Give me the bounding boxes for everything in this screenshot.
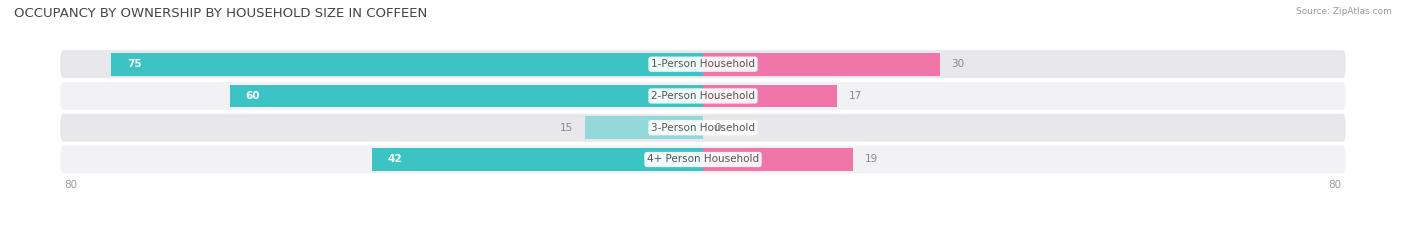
Legend: Owner-occupied, Renter-occupied: Owner-occupied, Renter-occupied [591,231,815,233]
Text: 17: 17 [849,91,862,101]
Text: 1-Person Household: 1-Person Household [651,59,755,69]
Text: 4+ Person Household: 4+ Person Household [647,154,759,164]
Text: 19: 19 [865,154,877,164]
Text: 60: 60 [246,91,260,101]
Bar [703,148,853,171]
Text: Source: ZipAtlas.com: Source: ZipAtlas.com [1296,7,1392,16]
Text: OCCUPANCY BY OWNERSHIP BY HOUSEHOLD SIZE IN COFFEEN: OCCUPANCY BY OWNERSHIP BY HOUSEHOLD SIZE… [14,7,427,20]
Text: 2-Person Household: 2-Person Household [651,91,755,101]
Bar [703,53,939,76]
Text: 80: 80 [65,180,77,190]
Text: 75: 75 [127,59,142,69]
Bar [585,116,703,139]
Text: 0: 0 [714,123,721,133]
Bar [111,53,703,76]
Bar [229,85,703,107]
Bar [371,148,703,171]
Text: 42: 42 [388,154,402,164]
FancyBboxPatch shape [60,114,1346,142]
Text: 30: 30 [952,59,965,69]
Text: 80: 80 [1329,180,1341,190]
Bar [703,85,837,107]
Text: 15: 15 [560,123,572,133]
Text: 3-Person Household: 3-Person Household [651,123,755,133]
FancyBboxPatch shape [60,146,1346,174]
FancyBboxPatch shape [60,50,1346,78]
FancyBboxPatch shape [60,82,1346,110]
